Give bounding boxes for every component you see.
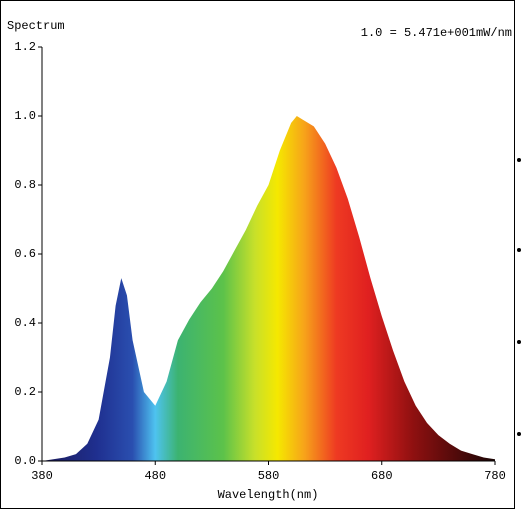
marker-dot	[517, 248, 521, 252]
chart-title: Spectrum	[7, 19, 65, 33]
marker-dot	[517, 432, 521, 436]
plot: 0.0 0.2 0.4 0.6 0.8 1.0 1.2 380 480 580 680 780	[14, 40, 505, 483]
x-tick-label: 780	[484, 469, 506, 483]
y-tick-label: 0.6	[14, 247, 36, 261]
y-tick-label: 0.0	[14, 454, 36, 468]
annotation: 1.0 = 5.471e+001mW/nm	[361, 26, 512, 40]
y-tick-label: 0.4	[14, 316, 36, 330]
x-tick-label: 580	[258, 469, 280, 483]
y-tick-label: 0.8	[14, 178, 36, 192]
y-tick-label: 1.2	[14, 40, 36, 54]
x-tick-label: 480	[144, 469, 166, 483]
x-tick-label: 380	[31, 469, 53, 483]
spectrum-area	[42, 116, 495, 461]
frame	[0, 0, 515, 509]
marker-dot	[517, 158, 521, 162]
marker-dot	[517, 340, 521, 344]
y-tick-label: 1.0	[14, 109, 36, 123]
x-axis-label: Wavelength(nm)	[218, 488, 319, 502]
x-tick-label: 680	[371, 469, 393, 483]
y-tick-label: 0.2	[14, 385, 36, 399]
